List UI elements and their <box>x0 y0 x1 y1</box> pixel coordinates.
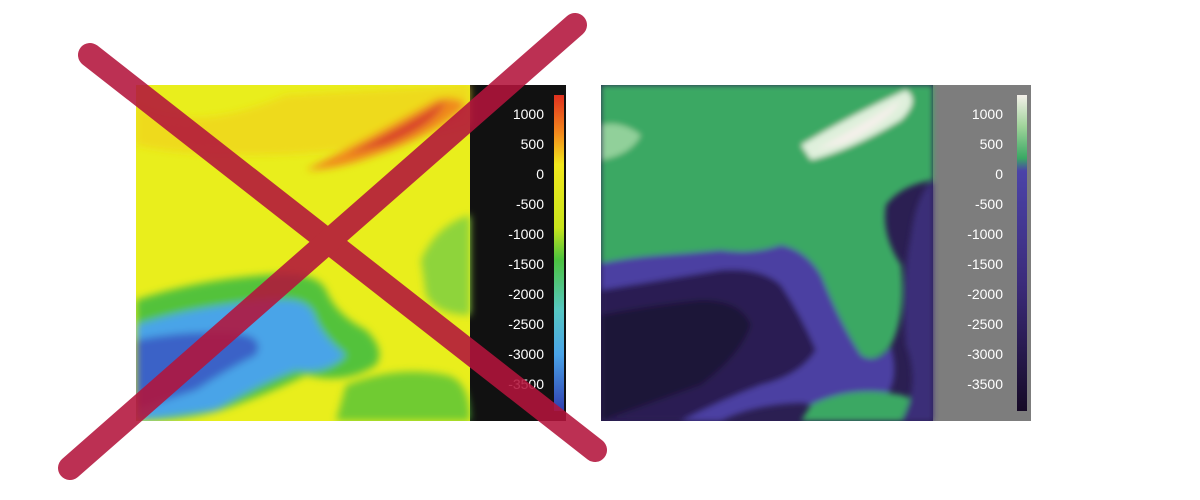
colorbar-tick-label: -1500 <box>508 256 544 272</box>
perceptual-colorbar <box>1017 95 1027 411</box>
colorbar-tick-label: -1000 <box>508 226 544 242</box>
colorbar-tick-label: 500 <box>520 136 544 152</box>
colorbar-tick-label: -500 <box>974 196 1003 212</box>
colorbar-tick-label: -2000 <box>967 286 1003 302</box>
colorbar-tick-label: 0 <box>536 166 544 182</box>
colorbar-tick-label: -3000 <box>967 346 1003 362</box>
colorbar-tick-label: -2500 <box>508 316 544 332</box>
colorbar-tick-label: 1000 <box>512 106 544 122</box>
rainbow-colorbar <box>554 95 564 411</box>
colorbar-tick-label: -500 <box>515 196 544 212</box>
colorbar-tick-label: 1000 <box>971 106 1003 122</box>
colorbar-tick-label: 500 <box>979 136 1003 152</box>
colorbar-tick-label: -3000 <box>508 346 544 362</box>
colorbar-tick-label: -3500 <box>967 376 1003 392</box>
mountain-range <box>801 90 913 160</box>
cross-stroke-2 <box>58 13 587 480</box>
colorbar-tick-label: -1000 <box>967 226 1003 242</box>
colorbar-tick-label: -2000 <box>508 286 544 302</box>
colorbar-tick-label: -2500 <box>967 316 1003 332</box>
colorbar-tick-label: -1500 <box>967 256 1003 272</box>
cross-stroke-1 <box>78 43 607 462</box>
perceptual-terrain-map <box>601 85 933 421</box>
perceptual-colormap-panel: 1000 500 0 -500 -1000 -1500 -2000 -2500 -3000 -35… <box>601 85 1031 421</box>
land-area <box>601 85 933 359</box>
colorbar-tick-label: 0 <box>995 166 1003 182</box>
